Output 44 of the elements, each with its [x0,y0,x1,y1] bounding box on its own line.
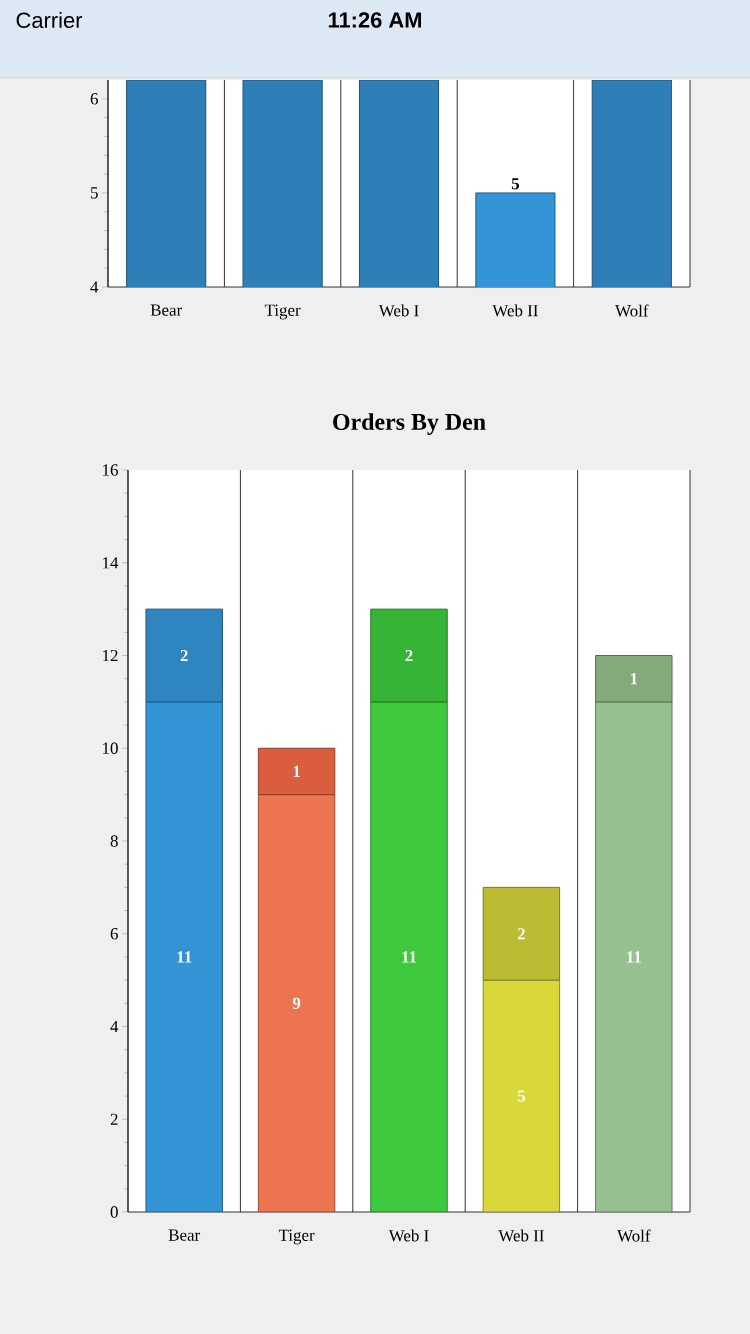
data-label: 11 [627,951,641,963]
x-tick-label: Tiger [278,1229,315,1245]
x-tick-label: Tiger [264,304,301,320]
data-label: 2 [405,649,413,662]
x-tick-label: Web I [388,1229,429,1242]
data-label: 1 [630,673,638,685]
bar [145,701,223,1213]
y-tick-label: 8 [110,835,118,847]
y-tick-label: 0 [110,1206,118,1218]
y-tick-label: 14 [103,557,119,569]
x-tick-label: Web II [498,1229,544,1242]
bar [370,701,448,1213]
y-tick-label: 5 [91,187,98,199]
x-tick-label: Web I [378,304,419,317]
y-tick-label: 10 [103,742,118,754]
x-tick-label: Wolf [617,1229,651,1242]
y-tick-label: 6 [110,928,118,940]
data-label: 2 [180,649,188,662]
x-tick-label: Bear [150,304,183,316]
data-label: 9 [292,997,301,1010]
bar [595,655,673,703]
data-label: 11 [402,951,417,963]
y-tick-label: 4 [90,281,99,293]
y-tick-label: 6 [90,93,98,105]
text: 11:26 AM [328,12,422,28]
y-tick-label: 2 [110,1113,118,1125]
x-tick-label: Wolf [615,304,649,317]
data-label: 1 [293,765,300,778]
data-label: 5 [517,1090,526,1102]
bar [145,608,223,703]
y-tick-label: 12 [103,649,118,662]
data-label: 11 [177,951,192,963]
text: Carrier [16,11,83,29]
y-tick-label: 16 [103,464,118,476]
x-tick-label: Web II [492,304,538,317]
bar [595,701,673,1213]
chart-title: Orders By Den [333,413,486,435]
x-tick-label: Bear [168,1229,201,1241]
y-tick-label: 4 [110,1020,119,1033]
bar [370,608,448,703]
data-label: 5 [511,178,520,190]
bar [482,886,561,981]
bar [257,747,336,796]
data-label: 2 [517,928,525,940]
